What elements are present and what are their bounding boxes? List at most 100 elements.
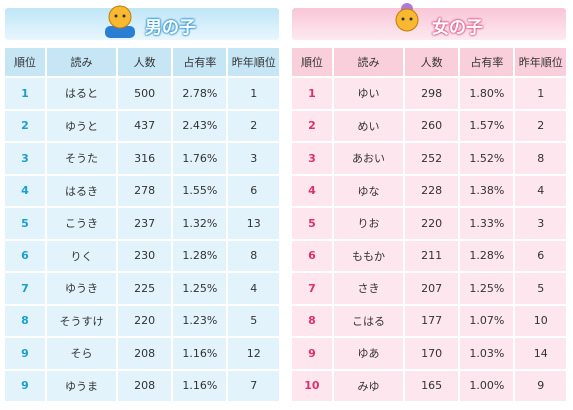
table-cell: そうすけ <box>46 305 117 336</box>
table-cell: 7 <box>228 370 279 401</box>
table-cell: 1 <box>515 78 566 109</box>
rank-cell: 7 <box>5 273 45 304</box>
rank-cell: 3 <box>5 143 45 174</box>
table-cell: 1.28% <box>173 240 227 271</box>
table-cell: 316 <box>118 143 172 174</box>
table-cell: はるき <box>46 175 117 206</box>
girls-table: 順位 読み 人数 占有率 昨年順位 1 ゆい 298 1.80% 1 2 めい 260 1.57% 2 3 あお… <box>290 46 568 403</box>
table-cell: ゆい <box>333 78 404 109</box>
table-cell: 5 <box>228 305 279 336</box>
table-cell: 1.57% <box>460 110 514 141</box>
boy-icon <box>105 5 135 38</box>
rank-cell: 5 <box>292 208 332 239</box>
table-cell: りく <box>46 240 117 271</box>
table-cell: 5 <box>515 273 566 304</box>
table-cell: 1.16% <box>173 338 227 369</box>
table-cell: 14 <box>515 338 566 369</box>
table-cell: 230 <box>118 240 172 271</box>
table-cell: ゆうと <box>46 110 117 141</box>
table-cell: 1.32% <box>173 208 227 239</box>
column-header: 読み <box>333 48 404 76</box>
table-cell: みゆ <box>333 370 404 401</box>
table-cell: 1.33% <box>460 208 514 239</box>
table-cell: ゆな <box>333 175 404 206</box>
boys-panel: 男の子 順位 読み 人数 占有率 昨年順位 1 はると 500 2.78% 1 2 ゆうと 437 2.4… <box>5 5 279 403</box>
table-cell: 2 <box>515 110 566 141</box>
table-cell: そら <box>46 338 117 369</box>
rank-cell: 5 <box>5 208 45 239</box>
table-row: 5 こうき 237 1.32% 13 <box>5 208 279 239</box>
table-cell: 1.25% <box>460 273 514 304</box>
table-cell: 220 <box>118 305 172 336</box>
table-cell: 1.16% <box>173 370 227 401</box>
table-cell: 12 <box>228 338 279 369</box>
rank-cell: 2 <box>292 110 332 141</box>
table-cell: 8 <box>228 240 279 271</box>
table-cell: 2 <box>228 110 279 141</box>
table-cell: 13 <box>228 208 279 239</box>
table-cell: 252 <box>405 143 459 174</box>
rank-cell: 8 <box>5 305 45 336</box>
table-cell: 237 <box>118 208 172 239</box>
table-row: 7 さき 207 1.25% 5 <box>292 273 566 304</box>
table-cell: 437 <box>118 110 172 141</box>
table-row: 2 めい 260 1.57% 2 <box>292 110 566 141</box>
table-cell: 170 <box>405 338 459 369</box>
header-row: 順位 読み 人数 占有率 昨年順位 <box>5 48 279 76</box>
table-cell: 500 <box>118 78 172 109</box>
table-cell: 2.78% <box>173 78 227 109</box>
table-cell: ゆうき <box>46 273 117 304</box>
table-cell: こうき <box>46 208 117 239</box>
table-cell: 298 <box>405 78 459 109</box>
table-row: 6 りく 230 1.28% 8 <box>5 240 279 271</box>
table-row: 2 ゆうと 437 2.43% 2 <box>5 110 279 141</box>
table-cell: 208 <box>118 370 172 401</box>
table-cell: 207 <box>405 273 459 304</box>
table-row: 1 はると 500 2.78% 1 <box>5 78 279 109</box>
table-row: 9 ゆあ 170 1.03% 14 <box>292 338 566 369</box>
table-cell: そうた <box>46 143 117 174</box>
table-row: 4 はるき 278 1.55% 6 <box>5 175 279 206</box>
table-cell: 3 <box>515 208 566 239</box>
rank-cell: 9 <box>5 338 45 369</box>
table-cell: 278 <box>118 175 172 206</box>
table-cell: 1.03% <box>460 338 514 369</box>
table-cell: 1.23% <box>173 305 227 336</box>
rank-cell: 9 <box>292 338 332 369</box>
table-cell: 260 <box>405 110 459 141</box>
table-cell: 1.76% <box>173 143 227 174</box>
table-cell: 3 <box>228 143 279 174</box>
table-cell: 1.80% <box>460 78 514 109</box>
table-row: 6 ももか 211 1.28% 6 <box>292 240 566 271</box>
table-cell: はると <box>46 78 117 109</box>
table-cell: ゆあ <box>333 338 404 369</box>
table-cell: 2.43% <box>173 110 227 141</box>
rank-cell: 8 <box>292 305 332 336</box>
rank-cell: 1 <box>5 78 45 109</box>
boys-banner: 男の子 <box>5 5 279 40</box>
table-row: 4 ゆな 228 1.38% 4 <box>292 175 566 206</box>
table-row: 5 りお 220 1.33% 3 <box>292 208 566 239</box>
table-row: 10 みゆ 165 1.00% 9 <box>292 370 566 401</box>
table-cell: 1.55% <box>173 175 227 206</box>
rank-cell: 4 <box>5 175 45 206</box>
table-cell: 1.28% <box>460 240 514 271</box>
column-header: 占有率 <box>173 48 227 76</box>
table-row: 7 ゆうき 225 1.25% 4 <box>5 273 279 304</box>
girls-panel: 女の子 順位 読み 人数 占有率 昨年順位 1 ゆい 298 1.80% 1 2 めい 260 1.57%… <box>290 3 568 403</box>
table-row: 3 そうた 316 1.76% 3 <box>5 143 279 174</box>
rank-cell: 3 <box>292 143 332 174</box>
table-cell: こはる <box>333 305 404 336</box>
column-header: 人数 <box>405 48 459 76</box>
table-cell: 1.38% <box>460 175 514 206</box>
table-cell: ももか <box>333 240 404 271</box>
table-cell: ゆうま <box>46 370 117 401</box>
table-cell: さき <box>333 273 404 304</box>
table-cell: 4 <box>515 175 566 206</box>
rank-cell: 6 <box>292 240 332 271</box>
table-cell: 10 <box>515 305 566 336</box>
column-header: 順位 <box>5 48 45 76</box>
rank-cell: 2 <box>5 110 45 141</box>
column-header: 順位 <box>292 48 332 76</box>
table-cell: 177 <box>405 305 459 336</box>
